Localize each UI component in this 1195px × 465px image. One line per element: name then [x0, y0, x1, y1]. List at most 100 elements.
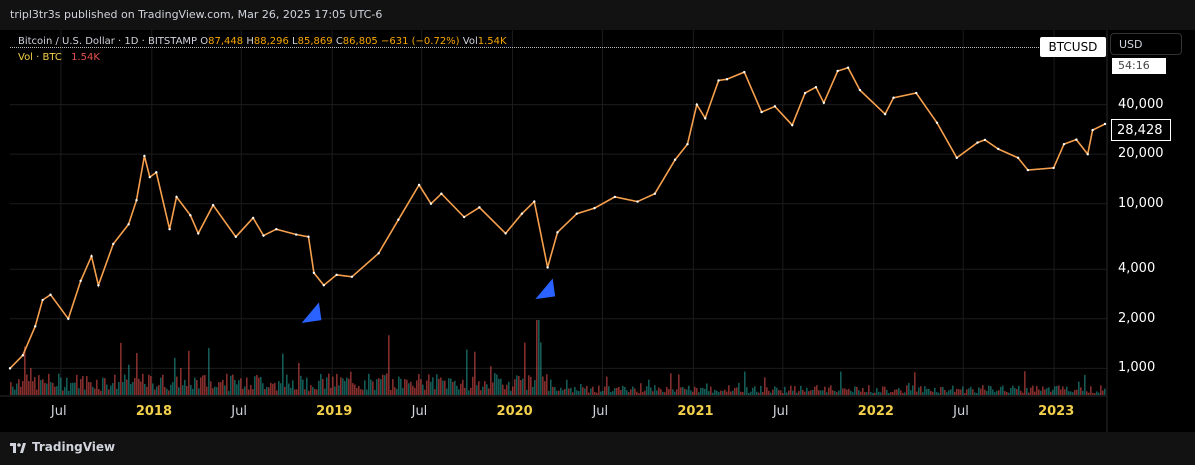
volume-bar: [822, 390, 824, 395]
volume-bar: [450, 378, 452, 395]
volume-bar: [124, 374, 126, 395]
volume-bar: [840, 371, 842, 395]
volume-bar: [954, 391, 956, 395]
volume-bar: [1036, 385, 1038, 395]
volume-bar: [504, 389, 506, 395]
price-point: [725, 78, 729, 81]
low-label: L: [292, 36, 298, 47]
volume-bar: [780, 390, 782, 395]
volume-bar: [764, 377, 766, 395]
volume-bar: [40, 380, 42, 395]
volume-bar: [296, 389, 298, 395]
currency-selector[interactable]: USD: [1110, 33, 1182, 55]
volume-bar: [150, 376, 152, 395]
volume-bar: [1080, 387, 1082, 395]
volume-bar: [372, 381, 374, 395]
volume-bar: [30, 367, 32, 395]
volume-bar: [230, 375, 232, 395]
price-point: [148, 175, 152, 179]
volume-bar: [134, 378, 136, 395]
volume-bar: [1014, 387, 1016, 395]
price-point: [1091, 128, 1094, 132]
volume-bar: [80, 379, 82, 395]
volume-bar: [950, 389, 952, 395]
volume-bar: [598, 385, 600, 395]
volume-bar: [112, 383, 114, 395]
price-point: [307, 235, 310, 238]
price-point: [883, 112, 887, 116]
volume-bar: [354, 384, 356, 395]
volume-bar: [480, 390, 482, 395]
volume-bar: [246, 377, 248, 395]
volume-bar: [276, 390, 278, 395]
volume-bar: [366, 389, 368, 395]
volume-bar: [560, 387, 562, 395]
volume-bar: [596, 392, 598, 395]
volume-bar: [446, 388, 448, 395]
volume-bar: [658, 387, 660, 395]
price-tick-label: 20,000: [1118, 146, 1164, 162]
volume-bar: [168, 390, 170, 395]
volume-bar: [242, 388, 244, 395]
volume-bar: [662, 391, 664, 395]
volume-bar: [332, 376, 334, 395]
volume-bar: [76, 374, 78, 395]
volume-bar: [522, 378, 524, 395]
volume-bar: [404, 378, 406, 395]
volume-bar: [426, 380, 428, 395]
volume-bar: [260, 376, 262, 395]
volume-bar: [1034, 391, 1036, 395]
volume-bar: [280, 383, 282, 395]
volume-bar: [876, 388, 878, 395]
price-point: [251, 216, 255, 220]
volume-bar: [692, 391, 694, 395]
volume-bar: [614, 388, 616, 395]
volume-bar: [1054, 386, 1056, 395]
volume-bar: [1040, 390, 1042, 395]
volume-bar: [960, 389, 962, 395]
volume-bar: [922, 392, 924, 395]
volume-bar: [412, 385, 414, 395]
volume-bar: [66, 377, 68, 395]
volume-bar: [396, 388, 398, 395]
volume-bar: [122, 382, 124, 395]
volume-bar: [730, 391, 732, 395]
volume-bar: [766, 387, 768, 395]
volume-bar: [462, 379, 464, 395]
volume-bar: [406, 379, 408, 395]
volume-bar: [590, 388, 592, 395]
open-label: O: [200, 36, 209, 47]
volume-bar: [908, 382, 910, 395]
volume-bar: [174, 357, 176, 395]
volume-bar: [988, 385, 990, 395]
volume-bar: [390, 389, 392, 395]
volume-bar: [872, 392, 874, 395]
volume-bar: [1094, 393, 1096, 395]
price-point: [743, 70, 746, 74]
price-point: [814, 85, 818, 89]
volume-bar: [1008, 392, 1010, 395]
volume-bar: [310, 385, 312, 395]
volume-bar: [660, 389, 662, 395]
volume-bar: [942, 387, 944, 395]
volume-bar: [500, 378, 502, 395]
volume-bar: [300, 375, 302, 395]
volume-bar: [468, 390, 470, 395]
volume-bar: [752, 387, 754, 395]
volume-bar: [594, 391, 596, 395]
volume-bar: [984, 389, 986, 395]
volume-bar: [482, 386, 484, 395]
volume-bar: [926, 388, 928, 395]
volume-bar: [808, 391, 810, 395]
volume-bar: [612, 391, 614, 395]
volume-bar: [58, 373, 60, 395]
price-point: [350, 275, 354, 278]
volume-bar: [936, 392, 938, 395]
volume-bar: [910, 390, 912, 395]
volume-bar: [302, 379, 304, 395]
price-point: [636, 200, 639, 203]
volume-bar: [456, 385, 458, 395]
price-chart[interactable]: [0, 30, 1195, 432]
volume-bar: [814, 386, 816, 395]
volume-bar: [392, 379, 394, 395]
